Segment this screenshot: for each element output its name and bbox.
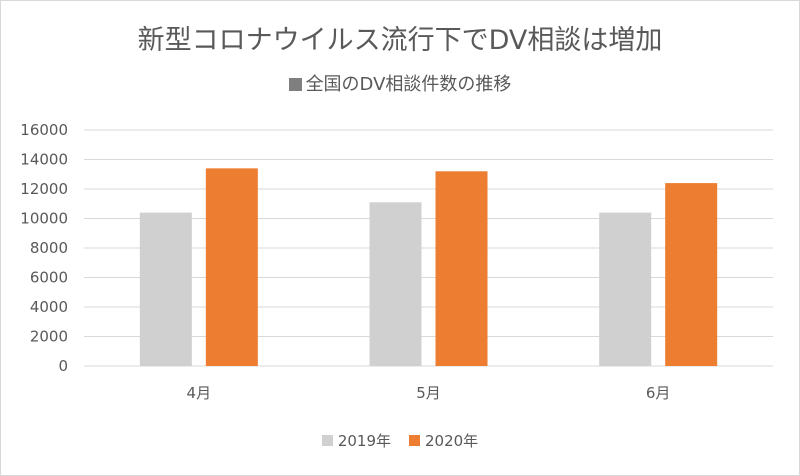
bars	[139, 168, 718, 366]
y-tick-label: 12000	[20, 180, 68, 198]
x-tick-label: 6月	[646, 384, 671, 402]
y-tick-label: 8000	[30, 239, 68, 257]
bar-2019年-5月	[369, 202, 422, 366]
y-axis-ticks: 0 2000 4000 6000 8000 10000 12000 14000 16000	[20, 121, 68, 375]
bar-2020年-5月	[435, 171, 488, 366]
legend-swatch-icon	[409, 435, 420, 446]
y-tick-label: 16000	[20, 121, 68, 139]
legend-item: 2020年	[409, 430, 478, 451]
chart-title: 新型コロナウイルス流行下でDV相談は増加	[137, 25, 663, 56]
y-tick-label: 14000	[20, 151, 68, 169]
chart-subtitle: 全国のDV相談件数の推移	[0, 73, 800, 97]
bar-2019年-6月	[599, 212, 652, 366]
bar-2020年-6月	[665, 183, 718, 366]
y-tick-label: 4000	[30, 298, 68, 316]
y-tick-label: 0	[58, 357, 68, 375]
y-tick-label: 2000	[30, 328, 68, 346]
legend-item: 2019年	[321, 430, 391, 451]
y-tick-label: 10000	[20, 210, 68, 228]
bar-2020年-4月	[205, 168, 258, 366]
legend-swatch-icon	[321, 435, 333, 446]
legend-label: 2019年	[337, 432, 391, 450]
bar-2019年-4月	[139, 212, 192, 366]
x-tick-label: 4月	[187, 384, 212, 402]
gridlines	[84, 129, 773, 367]
legend: 2019年 2020年	[0, 430, 800, 451]
y-tick-label: 6000	[30, 269, 68, 287]
subtitle-square-icon	[288, 78, 302, 91]
legend-label: 2020年	[425, 432, 479, 450]
x-tick-label: 5月	[416, 384, 441, 402]
x-axis-ticks: 4月 5月 6月	[187, 384, 671, 402]
chart-subtitle-text: 全国のDV相談件数の推移	[305, 74, 512, 95]
